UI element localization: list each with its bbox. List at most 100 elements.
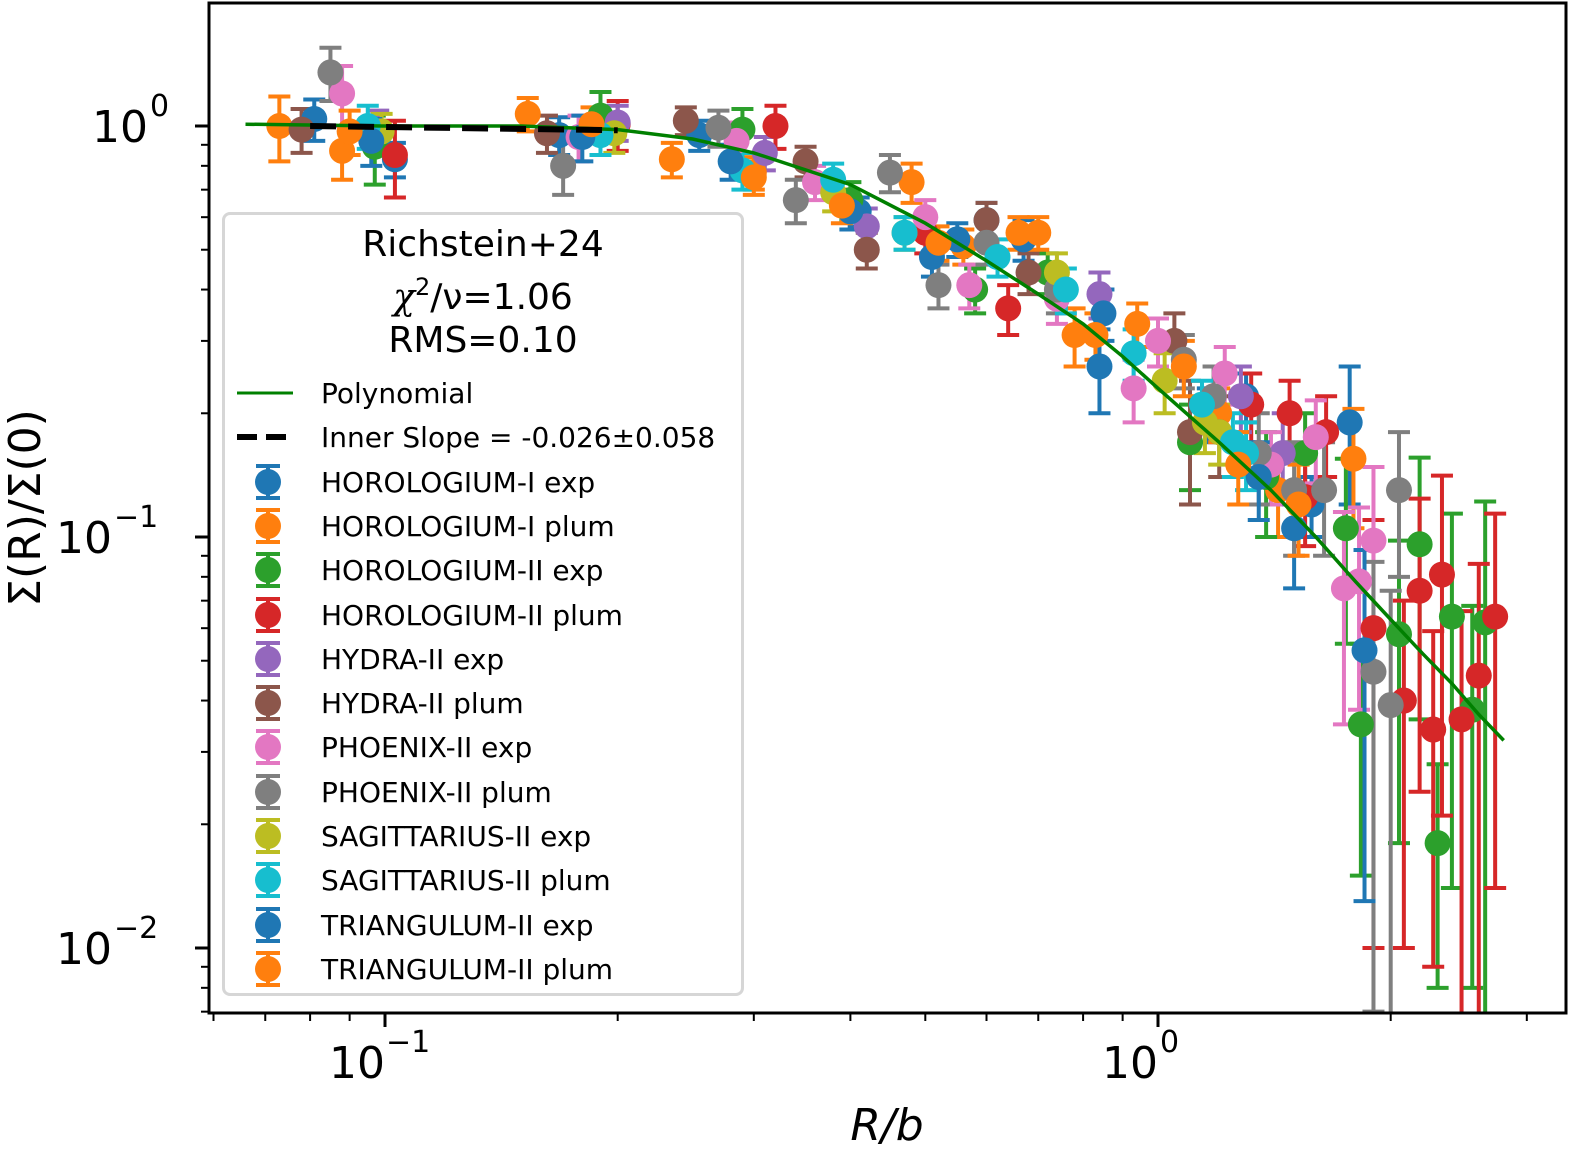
legend-label: TRIANGULUM-II exp	[321, 908, 594, 942]
data-point	[1360, 658, 1387, 685]
data-point	[1428, 561, 1455, 588]
legend-chi2: χ2/ν=1.06	[225, 275, 741, 316]
legend-chi2-value: /ν=1.06	[430, 277, 573, 318]
errorbar	[1338, 364, 1361, 507]
data-point	[1340, 445, 1367, 472]
errorbar-marker-icon	[255, 640, 281, 677]
legend-label: SAGITTARIUS-II exp	[321, 820, 592, 853]
data-point	[1276, 400, 1303, 427]
data-point	[1385, 477, 1412, 504]
data-point	[782, 187, 809, 214]
legend-entry-series: TRIANGULUM-II plum	[225, 949, 741, 989]
data-point	[317, 59, 344, 86]
data-point	[853, 213, 880, 240]
data-point	[329, 80, 356, 107]
y-axis-label: Σ(R)/Σ(0)	[0, 409, 51, 607]
x-tick-exp-1: 0	[1160, 1025, 1179, 1060]
errorbar	[1379, 588, 1402, 1013]
data-point	[1188, 391, 1215, 418]
data-point	[1120, 340, 1147, 367]
errorbar-marker-icon	[255, 773, 281, 810]
data-point	[973, 207, 1000, 234]
errorbar	[1430, 473, 1453, 818]
errorbar	[1426, 762, 1449, 990]
data-point	[853, 236, 880, 263]
data-point	[828, 192, 855, 219]
data-point	[1406, 577, 1433, 604]
data-point	[1406, 531, 1433, 558]
legend-entry-series: HYDRA-II exp	[225, 639, 741, 679]
data-point	[898, 169, 925, 196]
data-point	[1360, 615, 1387, 642]
legend-entry-line: Polynomial	[225, 373, 741, 413]
inner-slope-line	[310, 123, 618, 134]
legend-entry-series: HYDRA-II plum	[225, 683, 741, 723]
legend-label: HYDRA-II plum	[321, 687, 524, 721]
errorbar-marker-icon	[255, 463, 281, 500]
data-point	[1332, 515, 1359, 542]
legend-entry-series: HOROLOGIUM-II exp	[225, 550, 741, 590]
y-tick-exp-2: −2	[114, 911, 158, 946]
errorbar	[1484, 511, 1507, 890]
data-point	[1120, 375, 1147, 402]
data-point	[1420, 716, 1447, 743]
plot-frame	[207, 1, 1568, 1015]
legend-chi2-symbol: χ	[393, 277, 415, 318]
errorbar-marker-icon	[255, 552, 281, 589]
legend-entry-series: PHOENIX-II exp	[225, 727, 741, 767]
data-point	[578, 111, 605, 138]
data-point	[1347, 711, 1374, 738]
data-point	[1227, 383, 1254, 410]
data-point	[658, 146, 685, 173]
data-point	[876, 159, 903, 186]
data-point	[1311, 477, 1338, 504]
data-point	[672, 107, 699, 134]
data-point	[925, 229, 952, 256]
data-point	[995, 295, 1022, 322]
errorbar	[1387, 430, 1410, 579]
data-point	[1302, 424, 1329, 451]
data-point	[1424, 830, 1451, 857]
data-point	[925, 272, 952, 299]
x-tick-exp-0: −1	[386, 1025, 430, 1060]
data-point	[1170, 353, 1197, 380]
data-point	[705, 114, 732, 141]
polynomial-fit-line	[245, 122, 1505, 742]
data-point	[1225, 451, 1252, 478]
legend-label: PHOENIX-II exp	[321, 731, 533, 765]
y-tick-label-1: 10	[56, 513, 112, 564]
errorbar-marker-icon	[255, 862, 281, 899]
data-point	[891, 219, 918, 246]
data-point	[956, 272, 983, 299]
data-point	[1145, 327, 1171, 354]
x-tick-label-1: 10	[1102, 1038, 1158, 1089]
legend-entry-series: SAGITTARIUS-II plum	[225, 860, 741, 900]
fit-lines-layer	[245, 122, 1505, 742]
errorbar-marker-icon	[255, 685, 281, 722]
legend-entry-series: TRIANGULUM-II exp	[225, 905, 741, 945]
data-point	[1465, 662, 1492, 689]
data-point	[1285, 491, 1312, 518]
data-point	[1281, 515, 1308, 542]
data-point	[1377, 692, 1404, 719]
data-point	[1346, 568, 1373, 595]
data-point	[1448, 706, 1475, 733]
legend-title: Richstein+24	[362, 224, 604, 265]
legend-entry-series: HOROLOGIUM-II plum	[225, 595, 741, 635]
data-point	[336, 118, 363, 145]
data-point	[1005, 219, 1032, 246]
data-point	[358, 127, 385, 154]
errorbar	[1467, 561, 1490, 1013]
errorbar	[1392, 598, 1415, 950]
x-axis-ticks	[212, 1013, 1528, 1027]
data-point	[1438, 603, 1465, 630]
data-point	[1061, 322, 1088, 349]
legend-label: HYDRA-II exp	[321, 642, 505, 676]
legend-entry-line: Inner Slope = -0.026±0.058	[225, 417, 741, 457]
legend-entry-series: PHOENIX-II plum	[225, 772, 741, 812]
legend-label: PHOENIX-II plum	[321, 775, 552, 809]
y-axis-ticks	[195, 124, 209, 1013]
data-point	[1025, 219, 1052, 246]
y-tick-label-2: 10	[56, 924, 112, 975]
data-point	[1086, 281, 1113, 308]
